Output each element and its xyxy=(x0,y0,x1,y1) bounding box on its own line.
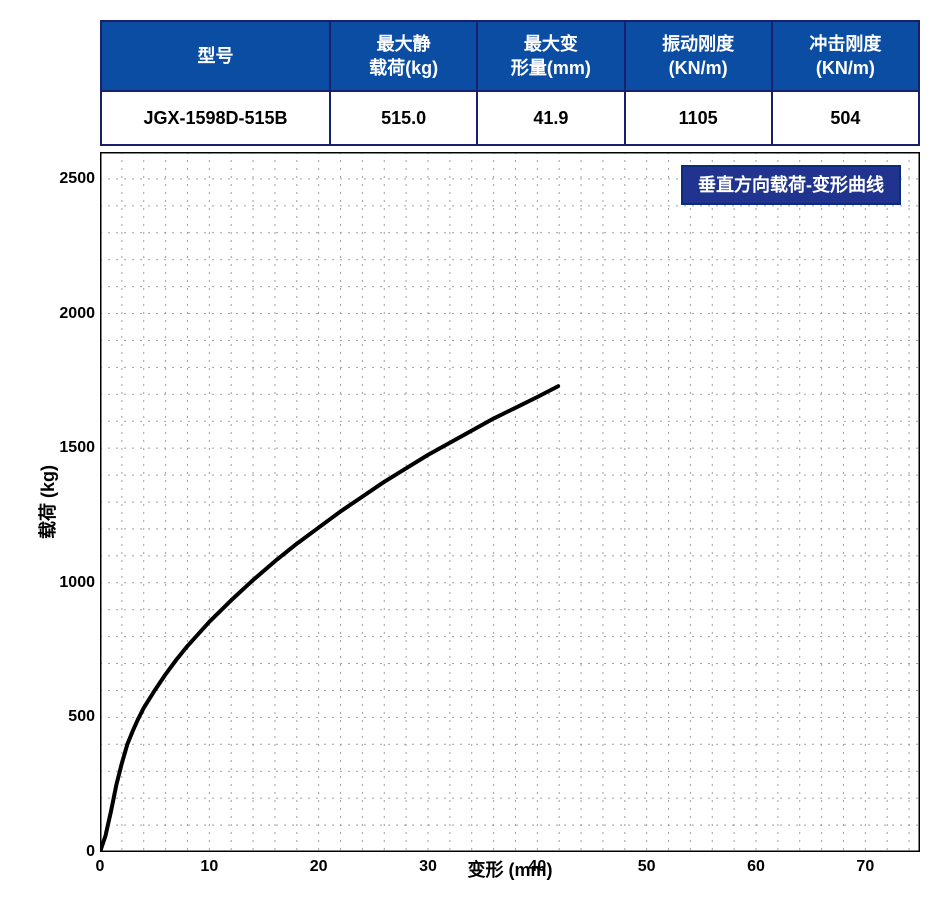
x-tick-label: 60 xyxy=(747,858,765,876)
spec-data-cell: 515.0 xyxy=(330,91,477,145)
y-tick-label: 1000 xyxy=(45,574,95,592)
spec-table: 型号最大静载荷(kg)最大变形量(mm)振动刚度(KN/m)冲击刚度(KN/m)… xyxy=(100,20,920,146)
spec-header-cell: 型号 xyxy=(101,21,330,91)
y-tick-label: 2500 xyxy=(45,170,95,188)
x-tick-label: 50 xyxy=(638,858,656,876)
y-axis-label: 载荷 (kg) xyxy=(34,465,60,539)
x-tick-label: 70 xyxy=(856,858,874,876)
svg-text:垂直方向载荷-变形曲线: 垂直方向载荷-变形曲线 xyxy=(698,174,884,195)
spec-header-cell: 最大静载荷(kg) xyxy=(330,21,477,91)
x-axis-label: 变形 (mm) xyxy=(100,856,920,882)
load-deformation-chart: 垂直方向载荷-变形曲线 xyxy=(100,152,920,852)
spec-data-cell: JGX-1598D-515B xyxy=(101,91,330,145)
spec-header-row: 型号最大静载荷(kg)最大变形量(mm)振动刚度(KN/m)冲击刚度(KN/m) xyxy=(101,21,919,91)
y-tick-label: 0 xyxy=(45,843,95,861)
spec-header-cell: 振动刚度(KN/m) xyxy=(625,21,772,91)
x-tick-label: 30 xyxy=(419,858,437,876)
spec-data-cell: 504 xyxy=(772,91,919,145)
y-tick-label: 1500 xyxy=(45,439,95,457)
x-tick-label: 40 xyxy=(528,858,546,876)
chart-area: 载荷 (kg) 垂直方向载荷-变形曲线 05001000150020002500… xyxy=(20,152,921,852)
spec-header-cell: 冲击刚度(KN/m) xyxy=(772,21,919,91)
spec-data-cell: 41.9 xyxy=(477,91,624,145)
y-tick-label: 2000 xyxy=(45,305,95,323)
x-tick-label: 20 xyxy=(310,858,328,876)
spec-data-row: JGX-1598D-515B515.041.91105504 xyxy=(101,91,919,145)
x-tick-label: 10 xyxy=(200,858,218,876)
spec-header-cell: 最大变形量(mm) xyxy=(477,21,624,91)
x-tick-label: 0 xyxy=(96,858,105,876)
y-tick-label: 500 xyxy=(45,708,95,726)
spec-data-cell: 1105 xyxy=(625,91,772,145)
